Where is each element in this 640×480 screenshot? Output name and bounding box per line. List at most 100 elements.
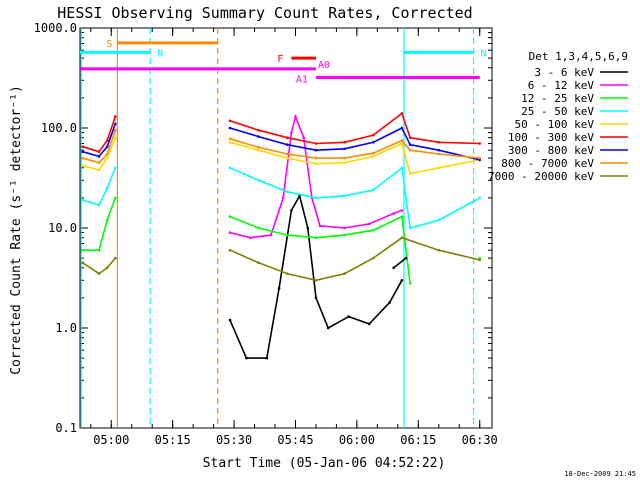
data-point xyxy=(314,236,318,239)
series-line xyxy=(229,166,481,230)
data-point xyxy=(478,142,482,145)
data-point xyxy=(314,148,318,152)
data-point xyxy=(105,218,109,222)
data-point xyxy=(257,261,260,265)
data-point xyxy=(105,145,109,148)
legend-label: 50 - 100 keV xyxy=(515,118,595,131)
series-line xyxy=(229,138,480,159)
data-point xyxy=(294,115,297,118)
data-point xyxy=(302,136,306,139)
data-point xyxy=(478,256,482,260)
data-point xyxy=(97,168,101,172)
data-point xyxy=(105,266,109,270)
data-point xyxy=(114,115,117,118)
data-point xyxy=(343,161,346,164)
data-point xyxy=(314,196,318,200)
data-point xyxy=(343,194,346,198)
data-point xyxy=(408,148,412,152)
data-point xyxy=(372,155,375,158)
chart-title: HESSI Observing Summary Count Rates, Cor… xyxy=(57,4,472,22)
data-point xyxy=(437,218,441,222)
legend-label: 25 - 50 keV xyxy=(521,105,594,118)
data-point xyxy=(478,196,482,200)
data-point xyxy=(81,198,84,202)
data-point xyxy=(286,190,289,194)
data-point xyxy=(97,248,101,252)
series-line xyxy=(82,123,117,158)
data-point xyxy=(343,272,346,275)
data-point xyxy=(81,261,84,265)
data-point xyxy=(114,196,117,200)
data-point xyxy=(114,122,117,126)
data-point xyxy=(277,286,281,290)
data-point xyxy=(97,161,101,164)
data-point xyxy=(114,136,117,139)
flag-label: A0 xyxy=(318,60,330,71)
data-point xyxy=(249,236,252,239)
data-point xyxy=(343,147,346,151)
series-line xyxy=(393,257,407,269)
x-tick-label: 05:15 xyxy=(155,433,191,447)
data-point xyxy=(265,356,269,360)
y-tick-label: 10.0 xyxy=(48,221,77,235)
legend-label: 12 - 25 keV xyxy=(521,92,594,105)
series-line xyxy=(82,129,117,164)
y-axis-label: Corrected Count Rate (s⁻¹ detector⁻¹) xyxy=(9,85,24,375)
data-point xyxy=(97,272,101,275)
data-point xyxy=(228,166,232,170)
flag-label: A1 xyxy=(296,74,308,85)
data-point xyxy=(343,156,346,160)
data-point xyxy=(408,143,412,146)
data-point xyxy=(228,215,232,218)
y-tick-label: 1000.0 xyxy=(34,21,77,35)
data-point xyxy=(290,209,293,212)
x-tick-label: 05:30 xyxy=(216,433,252,447)
legend-label: 100 - 300 keV xyxy=(508,131,594,144)
data-point xyxy=(343,233,346,237)
data-point xyxy=(343,141,346,144)
series-line xyxy=(82,137,117,171)
data-point xyxy=(314,156,318,160)
series-line xyxy=(229,215,411,284)
flag-label: S xyxy=(106,39,112,50)
data-point xyxy=(372,228,375,232)
x-tick-label: 06:15 xyxy=(400,433,436,447)
flag-label: N xyxy=(157,48,163,59)
data-point xyxy=(105,152,109,156)
data-point xyxy=(437,148,441,152)
generated-timestamp: 18-Dec-2009 21:45 xyxy=(564,470,636,478)
x-tick-label: 06:30 xyxy=(462,433,498,447)
data-point xyxy=(372,133,375,137)
data-point xyxy=(400,215,404,218)
x-axis-label: Start Time (05-Jan-06 04:52:22) xyxy=(203,456,446,471)
data-point xyxy=(437,141,441,144)
data-point xyxy=(228,119,232,123)
data-point xyxy=(400,166,404,170)
data-point xyxy=(245,356,248,360)
data-point xyxy=(367,222,371,226)
data-point xyxy=(228,137,232,141)
data-point xyxy=(400,139,404,142)
y-tick-label: 100.0 xyxy=(41,121,77,135)
data-point xyxy=(478,158,482,162)
data-point xyxy=(400,236,404,239)
y-tick-label: 0.1 xyxy=(55,421,77,435)
data-point xyxy=(228,141,232,144)
flag-label: N xyxy=(481,48,487,59)
data-point xyxy=(372,151,375,155)
data-point xyxy=(228,318,232,322)
data-point xyxy=(105,139,109,142)
data-point xyxy=(306,226,310,230)
data-point xyxy=(437,166,441,170)
legend-label: 6 - 12 keV xyxy=(528,79,595,92)
legend-label: 3 - 6 keV xyxy=(534,66,594,79)
series-line xyxy=(82,257,116,275)
data-point xyxy=(228,248,232,252)
data-point xyxy=(408,226,412,230)
series-line xyxy=(229,112,480,145)
data-point xyxy=(437,248,441,252)
data-point xyxy=(286,143,289,146)
plot-frame xyxy=(79,27,493,429)
data-point xyxy=(286,233,289,237)
